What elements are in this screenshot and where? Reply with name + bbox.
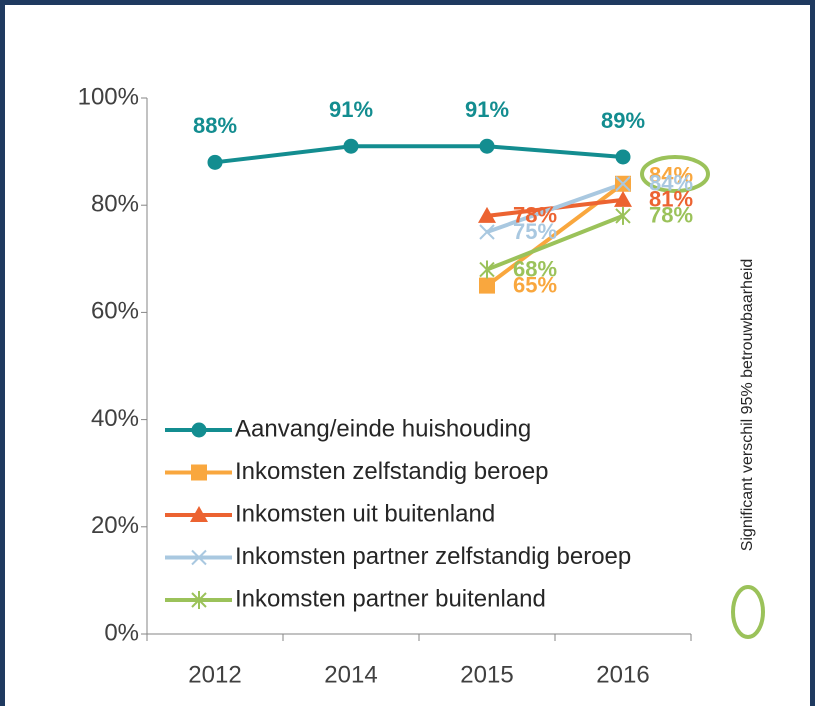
marker bbox=[615, 149, 631, 165]
y-tick-label: 60% bbox=[91, 298, 139, 325]
marker bbox=[343, 138, 359, 154]
x-tick-label: 2012 bbox=[188, 661, 241, 688]
data-label: 84% bbox=[649, 171, 693, 196]
marker bbox=[207, 154, 223, 170]
y-tick-label: 40% bbox=[91, 405, 139, 432]
marker bbox=[615, 206, 631, 225]
series-line bbox=[214, 144, 624, 165]
y-tick-label: 80% bbox=[91, 191, 139, 218]
significance-ring bbox=[640, 155, 710, 193]
legend-label: Inkomsten uit buitenland bbox=[235, 500, 495, 527]
x-tick-label: 2016 bbox=[596, 661, 649, 688]
marker bbox=[479, 260, 495, 279]
marker bbox=[190, 506, 208, 522]
marker bbox=[479, 277, 495, 294]
y-tick-label: 20% bbox=[91, 512, 139, 539]
legend-label: Inkomsten partner buitenland bbox=[235, 585, 546, 612]
data-label: 81% bbox=[649, 187, 693, 212]
data-label: 78% bbox=[649, 203, 693, 228]
data-label: 88% bbox=[193, 113, 237, 138]
marker bbox=[479, 224, 495, 240]
data-label: 84% bbox=[649, 163, 693, 188]
data-label: 91% bbox=[465, 97, 509, 122]
marker bbox=[614, 190, 632, 207]
y-tick-label: 100% bbox=[78, 83, 139, 110]
data-label: 75% bbox=[513, 219, 557, 244]
legend-ring bbox=[731, 585, 765, 639]
data-label: 91% bbox=[329, 97, 373, 122]
legend-item: Aanvang/einde huishouding bbox=[165, 415, 531, 442]
legend-label: Aanvang/einde huishouding bbox=[235, 415, 531, 442]
marker bbox=[615, 176, 631, 192]
x-tick-label: 2014 bbox=[324, 661, 377, 688]
data-label: 78% bbox=[513, 203, 557, 228]
series-line bbox=[486, 214, 624, 272]
data-label: 68% bbox=[513, 256, 557, 281]
legend-item: Inkomsten zelfstandig beroep bbox=[165, 458, 549, 485]
legend-label: Inkomsten partner zelfstandig beroep bbox=[235, 543, 631, 570]
marker bbox=[191, 591, 207, 609]
y-tick-label: 0% bbox=[104, 619, 139, 646]
marker bbox=[191, 422, 207, 438]
data-label: 89% bbox=[601, 108, 645, 133]
data-label: 65% bbox=[513, 272, 557, 297]
x-tick-label: 2015 bbox=[460, 661, 513, 688]
marker bbox=[191, 464, 207, 481]
legend-item: Inkomsten uit buitenland bbox=[165, 500, 495, 527]
series-line bbox=[486, 181, 624, 234]
annotation: Significant verschil 95% betrouwbaarheid bbox=[739, 259, 756, 552]
legend-item: Inkomsten partner buitenland bbox=[165, 585, 546, 612]
marker bbox=[479, 138, 495, 154]
marker bbox=[478, 206, 496, 223]
marker bbox=[191, 549, 207, 566]
legend-item: Inkomsten partner zelfstandig beroep bbox=[165, 543, 631, 570]
legend-label: Inkomsten zelfstandig beroep bbox=[235, 458, 549, 485]
